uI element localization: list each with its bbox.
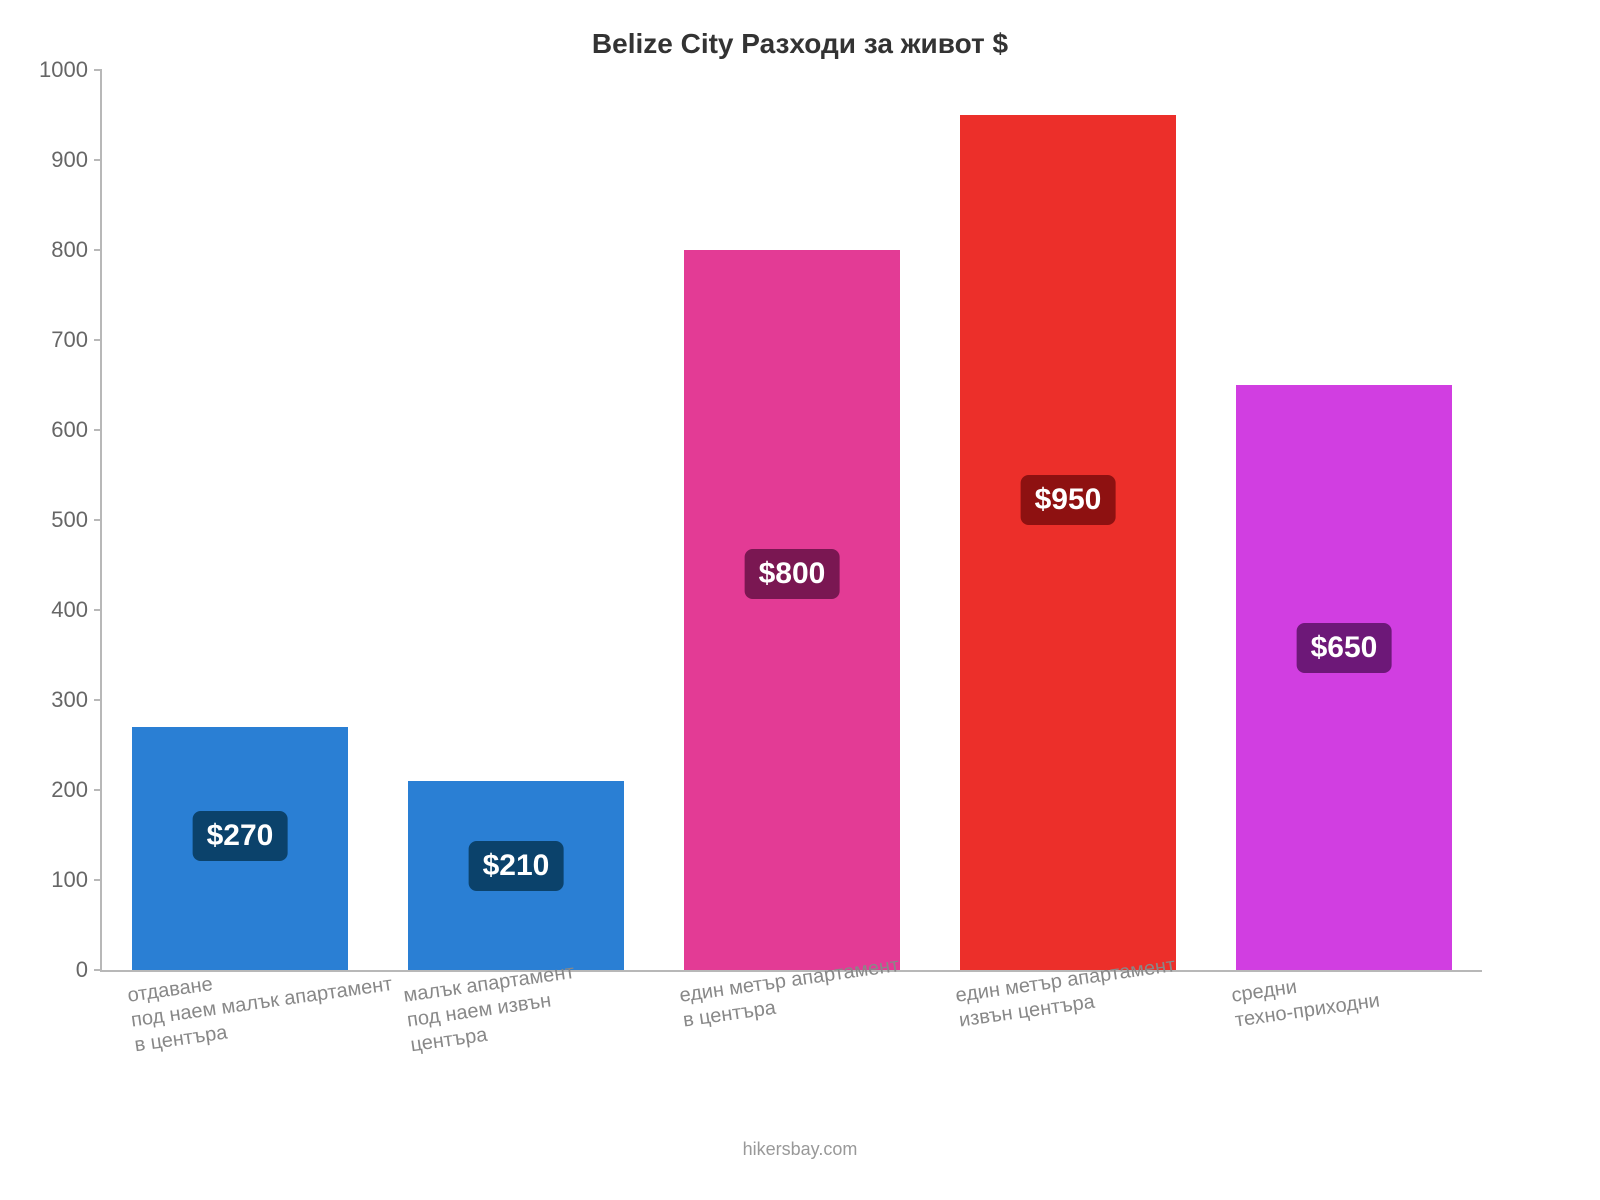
chart-container: Belize City Разходи за живот $ 010020030…	[0, 0, 1600, 1200]
y-tick-label: 300	[51, 687, 88, 713]
bar-value-badge: $800	[745, 549, 840, 599]
x-category-label: средни техно-приходни	[1230, 964, 1381, 1034]
bar-value-badge: $270	[193, 811, 288, 861]
attribution-text: hikersbay.com	[0, 1139, 1600, 1160]
y-tick	[94, 879, 102, 881]
bar	[1236, 385, 1451, 970]
y-tick-label: 800	[51, 237, 88, 263]
y-tick-label: 600	[51, 417, 88, 443]
bar	[684, 250, 899, 970]
y-tick	[94, 519, 102, 521]
y-tick-label: 1000	[39, 57, 88, 83]
y-tick-label: 700	[51, 327, 88, 353]
bar-value-badge: $650	[1297, 623, 1392, 673]
chart-title: Belize City Разходи за живот $	[0, 0, 1600, 60]
y-tick-label: 100	[51, 867, 88, 893]
bar	[960, 115, 1175, 970]
y-tick	[94, 159, 102, 161]
bar-value-badge: $950	[1021, 475, 1116, 525]
y-tick-label: 0	[76, 957, 88, 983]
y-tick-label: 500	[51, 507, 88, 533]
y-tick	[94, 969, 102, 971]
y-tick	[94, 339, 102, 341]
y-tick	[94, 69, 102, 71]
y-tick	[94, 609, 102, 611]
plot-area: 01002003004005006007008009001000$270отда…	[100, 70, 1482, 972]
y-tick	[94, 789, 102, 791]
y-tick	[94, 249, 102, 251]
y-tick-label: 200	[51, 777, 88, 803]
y-tick-label: 400	[51, 597, 88, 623]
y-tick	[94, 699, 102, 701]
bar-value-badge: $210	[469, 841, 564, 891]
y-tick-label: 900	[51, 147, 88, 173]
x-category-label: малък апартамент под наем извън центъра	[402, 960, 583, 1058]
y-tick	[94, 429, 102, 431]
